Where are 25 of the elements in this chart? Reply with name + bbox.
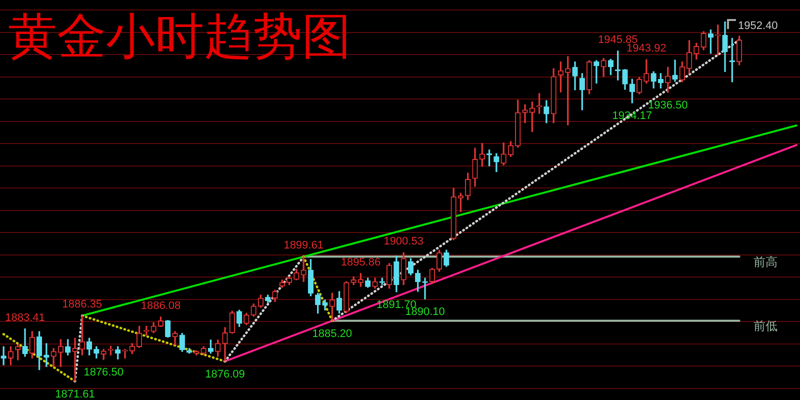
- candlestick: [44, 343, 50, 367]
- annotation: 1900.53: [384, 236, 424, 248]
- annotation: 1943.92: [626, 42, 666, 55]
- annotation: 1871.61: [55, 388, 95, 400]
- series-label: 前低: [753, 318, 778, 333]
- candlestick: [122, 348, 128, 359]
- annotation: 1876.09: [205, 368, 245, 380]
- annotation: 1885.20: [312, 328, 352, 340]
- annotation: 1886.08: [140, 300, 181, 312]
- candlestick: [422, 278, 428, 300]
- candlestick: [672, 60, 678, 82]
- annotation: 1886.35: [62, 298, 102, 311]
- series-label: 前高: [753, 254, 778, 269]
- annotation: 1876.50: [84, 366, 124, 379]
- annotation: 1936.50: [648, 100, 688, 112]
- candlestick: [72, 338, 78, 382]
- annotation: 1952.40: [738, 20, 778, 32]
- annotation: 1899.61: [284, 240, 324, 252]
- candlestick: [522, 104, 528, 124]
- candlestick: [300, 256, 306, 282]
- annotation: 1883.41: [5, 312, 45, 324]
- candlestick: [594, 60, 600, 84]
- chart-title: 黄金小时趋势图: [8, 8, 351, 65]
- candlestick: [0, 346, 6, 366]
- annotation: 1895.86: [340, 256, 381, 268]
